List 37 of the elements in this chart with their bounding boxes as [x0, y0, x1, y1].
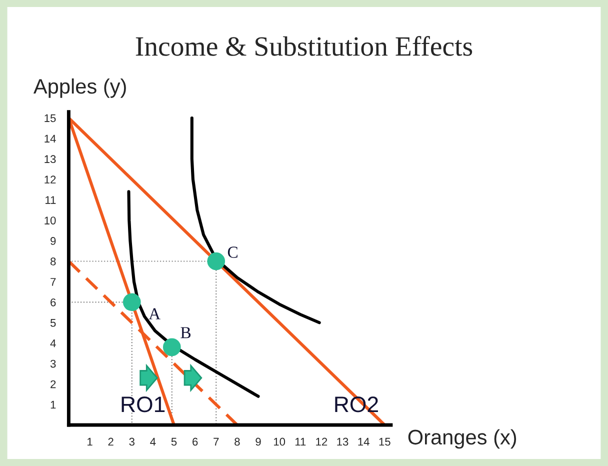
x-tick-label: 4 — [150, 438, 156, 446]
x-axis-title: Oranges (x) — [408, 429, 516, 449]
annotation: C — [228, 246, 238, 258]
annotation: B — [180, 327, 191, 338]
y-tick-label: 4 — [50, 340, 56, 348]
x-tick-label: 7 — [214, 438, 219, 446]
y-tick-label: 8 — [50, 258, 56, 266]
x-tick-label: 6 — [192, 438, 198, 446]
y-tick-label: 5 — [50, 319, 56, 327]
x-tick-label: 10 — [274, 438, 286, 446]
x-tick-label: 15 — [379, 438, 390, 446]
y-tick-label: 13 — [44, 155, 56, 164]
x-tick-label: 11 — [295, 438, 306, 446]
chart-title: Income & Substitution Effects — [136, 36, 472, 56]
y-tick-label: 7 — [50, 278, 56, 286]
y-tick-label: 11 — [46, 196, 56, 204]
x-tick-label: 14 — [358, 438, 370, 446]
y-tick-label: 14 — [44, 134, 56, 142]
annotation: A — [148, 308, 160, 320]
y-tick-label: 10 — [44, 216, 56, 224]
x-tick-label: 3 — [129, 438, 134, 446]
y-tick-label: 3 — [50, 360, 56, 368]
annotation: RO1 — [122, 396, 165, 412]
y-axis-title: Apples (y) — [33, 78, 126, 98]
x-tick-label: 8 — [234, 438, 240, 446]
x-tick-label: 12 — [316, 438, 328, 446]
y-tick-label: 9 — [50, 237, 56, 245]
x-tick-label: 1 — [88, 438, 92, 446]
x-tick-label: 9 — [256, 438, 261, 446]
y-tick-label: 15 — [44, 114, 56, 122]
y-tick-label: 6 — [50, 298, 56, 306]
y-tick-label: 1 — [50, 400, 56, 409]
y-tick-label: 2 — [50, 380, 56, 388]
x-tick-label: 2 — [108, 438, 114, 446]
x-tick-label: 5 — [171, 438, 177, 446]
x-tick-label: 13 — [337, 438, 348, 446]
y-tick-label: 12 — [44, 176, 56, 184]
